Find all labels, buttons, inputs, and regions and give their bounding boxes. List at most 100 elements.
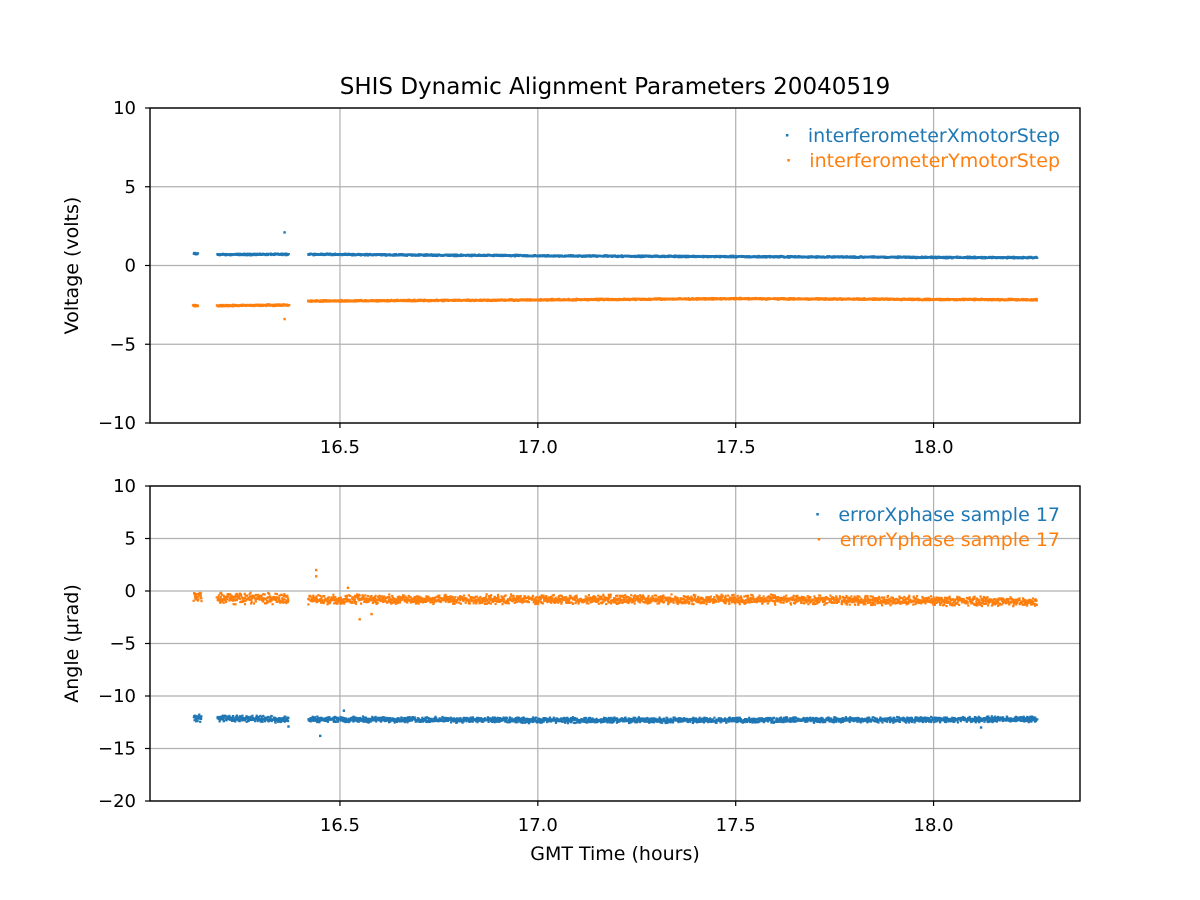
data-point bbox=[936, 256, 939, 259]
data-point bbox=[1036, 256, 1039, 259]
data-point bbox=[682, 297, 685, 300]
data-point bbox=[846, 255, 849, 258]
data-point bbox=[927, 256, 930, 259]
data-point bbox=[1016, 256, 1019, 259]
data-point bbox=[193, 303, 196, 306]
data-point bbox=[615, 298, 618, 301]
data-point bbox=[217, 305, 220, 308]
data-point bbox=[502, 299, 505, 302]
data-point bbox=[247, 253, 250, 256]
data-point bbox=[232, 305, 235, 308]
data-point bbox=[529, 299, 532, 302]
data-point bbox=[233, 253, 236, 256]
data-point bbox=[378, 253, 382, 256]
data-point bbox=[904, 256, 907, 259]
data-point bbox=[737, 255, 740, 258]
data-point bbox=[512, 254, 515, 257]
data-point bbox=[431, 253, 434, 256]
data-point bbox=[711, 298, 714, 301]
data-point bbox=[741, 297, 744, 300]
data-point bbox=[791, 297, 794, 300]
data-point bbox=[707, 255, 710, 258]
data-point bbox=[818, 255, 821, 258]
data-point bbox=[731, 255, 734, 258]
data-point bbox=[288, 304, 291, 307]
data-point bbox=[826, 256, 829, 259]
data-point bbox=[238, 304, 241, 308]
data-point bbox=[263, 304, 266, 307]
series-interferometerYmotorStep bbox=[191, 296, 1038, 321]
data-point bbox=[448, 254, 451, 257]
data-point bbox=[571, 255, 574, 258]
data-point bbox=[340, 298, 343, 302]
data-point bbox=[834, 255, 837, 258]
data-point bbox=[362, 300, 365, 303]
data-point bbox=[388, 300, 391, 303]
data-point bbox=[751, 297, 754, 300]
data-point bbox=[627, 255, 630, 258]
data-point bbox=[400, 253, 403, 256]
data-point bbox=[635, 255, 638, 258]
data-point bbox=[501, 299, 504, 302]
data-point bbox=[412, 300, 415, 303]
data-point bbox=[460, 254, 463, 257]
data-point bbox=[419, 299, 422, 302]
data-point bbox=[943, 256, 946, 259]
data-point bbox=[757, 255, 760, 258]
data-point bbox=[720, 255, 723, 258]
data-point bbox=[1011, 256, 1014, 259]
data-point bbox=[590, 254, 593, 257]
data-point bbox=[618, 297, 621, 301]
data-point bbox=[253, 252, 256, 255]
data-point bbox=[401, 254, 404, 257]
data-point bbox=[770, 255, 774, 259]
data-point bbox=[194, 305, 197, 308]
data-point bbox=[499, 254, 502, 257]
data-point bbox=[374, 253, 377, 256]
data-point bbox=[507, 299, 510, 302]
data-point bbox=[727, 256, 730, 259]
data-point bbox=[770, 297, 774, 300]
data-point bbox=[994, 256, 997, 259]
data-point bbox=[504, 254, 507, 257]
data-point bbox=[854, 256, 857, 259]
data-point bbox=[523, 298, 526, 301]
data-point bbox=[498, 299, 501, 302]
data-point bbox=[344, 253, 347, 256]
data-point bbox=[893, 256, 896, 259]
data-point bbox=[519, 254, 522, 257]
data-point bbox=[461, 299, 464, 302]
data-point bbox=[196, 252, 200, 255]
data-point bbox=[560, 298, 563, 301]
data-point bbox=[952, 256, 955, 259]
data-point bbox=[887, 256, 890, 259]
data-point bbox=[740, 298, 743, 301]
data-point bbox=[805, 256, 808, 259]
data-point bbox=[372, 299, 375, 302]
outlier-point bbox=[283, 231, 286, 234]
data-point bbox=[408, 299, 411, 302]
data-point bbox=[435, 253, 438, 256]
data-point bbox=[725, 255, 728, 258]
data-point bbox=[248, 303, 251, 306]
data-point bbox=[778, 298, 781, 301]
data-point bbox=[475, 299, 478, 302]
data-point bbox=[670, 297, 673, 300]
data-point bbox=[704, 298, 707, 301]
data-point bbox=[767, 255, 770, 258]
data-point bbox=[856, 297, 859, 300]
data-point bbox=[366, 253, 369, 256]
data-point bbox=[565, 255, 568, 258]
data-point bbox=[683, 254, 687, 257]
data-point bbox=[745, 297, 748, 300]
data-point bbox=[747, 255, 750, 258]
data-point bbox=[263, 253, 266, 256]
data-point bbox=[693, 255, 696, 259]
data-point bbox=[580, 255, 583, 258]
data-point bbox=[1003, 256, 1006, 259]
data-point bbox=[649, 255, 652, 258]
data-point bbox=[890, 297, 894, 301]
data-point bbox=[389, 254, 392, 257]
